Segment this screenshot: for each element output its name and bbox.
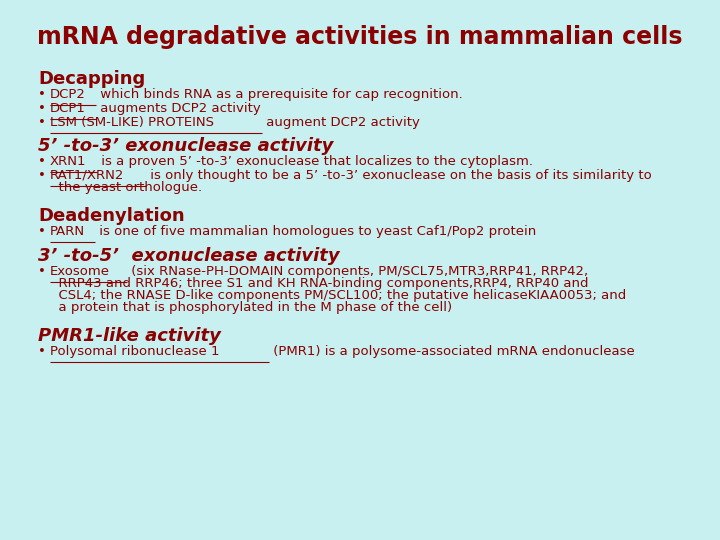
Text: •: • [38, 169, 46, 182]
Text: •: • [38, 265, 46, 278]
Text: Exosome: Exosome [50, 265, 110, 278]
Text: DCP2: DCP2 [50, 88, 86, 101]
Text: DCP1: DCP1 [50, 102, 86, 115]
Text: which binds RNA as a prerequisite for cap recognition.: which binds RNA as a prerequisite for ca… [96, 88, 463, 101]
Text: PARN: PARN [50, 225, 85, 238]
Text: mRNA degradative activities in mammalian cells: mRNA degradative activities in mammalian… [37, 25, 683, 49]
Text: •: • [38, 345, 46, 358]
Text: Decapping: Decapping [38, 70, 145, 88]
Text: RRP43 and RRP46; three S1 and KH RNA-binding components,RRP4, RRP40 and: RRP43 and RRP46; three S1 and KH RNA-bin… [50, 277, 588, 290]
Text: •: • [38, 102, 46, 115]
Text: 5’ -to-3’ exonuclease activity: 5’ -to-3’ exonuclease activity [38, 137, 333, 155]
Text: augment DCP2 activity: augment DCP2 activity [261, 116, 420, 129]
Text: •: • [38, 88, 46, 101]
Text: is only thought to be a 5’ -to-3’ exonuclease on the basis of its similarity to: is only thought to be a 5’ -to-3’ exonuc… [146, 169, 652, 182]
Text: 3’ -to-5’  exonuclease activity: 3’ -to-5’ exonuclease activity [38, 247, 340, 265]
Text: the yeast orthologue.: the yeast orthologue. [50, 181, 202, 194]
Text: •: • [38, 116, 46, 129]
Text: LSM (SM-LIKE) PROTEINS: LSM (SM-LIKE) PROTEINS [50, 116, 214, 129]
Text: (PMR1) is a polysome-associated mRNA endonuclease: (PMR1) is a polysome-associated mRNA end… [269, 345, 634, 358]
Text: RAT1/XRN2: RAT1/XRN2 [50, 169, 125, 182]
Text: •: • [38, 225, 46, 238]
Text: a protein that is phosphorylated in the M phase of the cell): a protein that is phosphorylated in the … [50, 301, 452, 314]
Text: is one of five mammalian homologues to yeast Caf1/Pop2 protein: is one of five mammalian homologues to y… [95, 225, 536, 238]
Text: CSL4; the RNASE D-like components PM/SCL100; the putative helicaseKIAA0053; and: CSL4; the RNASE D-like components PM/SCL… [50, 289, 626, 302]
Text: PMR1-like activity: PMR1-like activity [38, 327, 221, 345]
Text: Deadenylation: Deadenylation [38, 207, 184, 225]
Text: augments DCP2 activity: augments DCP2 activity [96, 102, 261, 115]
Text: Polysomal ribonuclease 1: Polysomal ribonuclease 1 [50, 345, 220, 358]
Text: is a proven 5’ -to-3’ exonuclease that localizes to the cytoplasm.: is a proven 5’ -to-3’ exonuclease that l… [97, 155, 533, 168]
Text: (six RNase-PH-DOMAIN components, PM/SCL75,MTR3,RRP41, RRP42,: (six RNase-PH-DOMAIN components, PM/SCL7… [127, 265, 588, 278]
Text: •: • [38, 155, 46, 168]
Text: XRN1: XRN1 [50, 155, 86, 168]
